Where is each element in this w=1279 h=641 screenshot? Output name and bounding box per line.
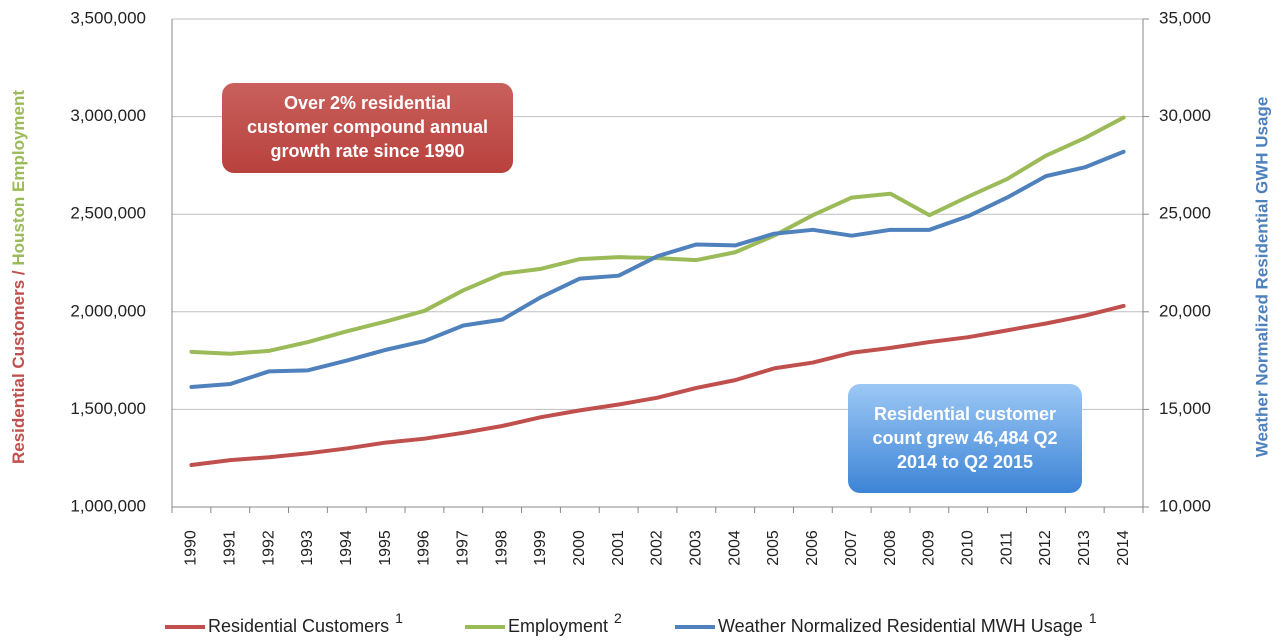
x-tick-label: 1991 xyxy=(221,530,238,566)
legend-label: Residential Customers 1 xyxy=(208,610,403,636)
x-tick-label: 2003 xyxy=(688,530,705,566)
legend-label: Employment 2 xyxy=(508,610,622,636)
x-tick-label: 2004 xyxy=(726,530,743,566)
x-tick-label: 1997 xyxy=(455,530,472,566)
x-tick-label: 1994 xyxy=(338,530,355,566)
annotation-line: 2014 to Q2 2015 xyxy=(896,452,1034,472)
y-tick-label: 1,000,000 xyxy=(70,496,146,515)
y2-tick-label: 10,000 xyxy=(1159,496,1211,515)
x-tick-label: 1992 xyxy=(260,530,277,566)
y-tick-label: 2,500,000 xyxy=(70,204,146,223)
x-tick-label: 2000 xyxy=(571,530,588,566)
legend-footnote: 1 xyxy=(1089,610,1097,626)
x-tick-label: 1995 xyxy=(377,530,394,566)
legend-name: Employment xyxy=(508,616,608,636)
x-tick-label: 1998 xyxy=(493,530,510,566)
x-tick-label: 1999 xyxy=(532,530,549,566)
y-axis-title-part: Residential Customers / xyxy=(9,266,28,464)
x-tick-label: 2009 xyxy=(921,530,938,566)
y-axis-title-part: Houston Employment xyxy=(9,90,28,266)
x-tick-label: 2008 xyxy=(882,530,899,566)
x-tick-label: 2014 xyxy=(1115,530,1132,566)
x-tick-label: 2005 xyxy=(765,530,782,566)
y2-tick-label: 15,000 xyxy=(1159,399,1211,418)
annotation-line: customer compound annual xyxy=(246,117,489,137)
y-tick-label: 3,000,000 xyxy=(70,106,146,125)
legend-label: Weather Normalized Residential MWH Usage… xyxy=(718,610,1097,636)
legend-name: Residential Customers xyxy=(208,616,389,636)
annotation-line: Over 2% residential xyxy=(283,93,452,113)
annotation-line: growth rate since 1990 xyxy=(270,141,465,161)
y-axis-title: Residential Customers / Houston Employme… xyxy=(9,90,28,464)
x-tick-label: 2011 xyxy=(998,531,1015,566)
y2-tick-label: 20,000 xyxy=(1159,301,1211,320)
y-tick-label: 2,000,000 xyxy=(70,301,146,320)
x-tick-label: 2012 xyxy=(1037,530,1054,566)
annotation-line: Residential customer xyxy=(873,404,1057,424)
legend-footnote: 1 xyxy=(395,610,403,626)
y2-tick-label: 30,000 xyxy=(1159,106,1211,125)
legend-footnote: 2 xyxy=(614,610,622,626)
x-tick-label: 1993 xyxy=(299,530,316,566)
annotation-line: count grew 46,484 Q2 xyxy=(872,428,1058,448)
x-tick-label: 2010 xyxy=(959,530,976,566)
annotation-box: Residential customer count grew 46,484 Q2… xyxy=(848,384,1082,493)
x-tick-label: 2001 xyxy=(610,530,627,566)
legend-name: Weather Normalized Residential MWH Usage xyxy=(718,616,1083,636)
x-tick-label: 2002 xyxy=(649,530,666,566)
x-tick-label: 1996 xyxy=(416,530,433,566)
y-tick-label: 3,500,000 xyxy=(70,8,146,27)
series-line xyxy=(189,303,1126,468)
series-line xyxy=(189,149,1126,389)
x-tick-label: 2013 xyxy=(1076,530,1093,566)
y-tick-label: 1,500,000 xyxy=(70,399,146,418)
y2-axis-title: Weather Normalized Residential GWH Usage xyxy=(1252,97,1271,458)
y2-tick-label: 35,000 xyxy=(1159,8,1211,27)
x-tick-label: 2007 xyxy=(843,530,860,566)
y2-tick-label: 25,000 xyxy=(1159,204,1211,223)
x-tick-label: 2006 xyxy=(804,530,821,566)
annotation-box: Over 2% residential customer compound ann… xyxy=(222,83,513,173)
x-tick-label: 1990 xyxy=(183,530,200,566)
